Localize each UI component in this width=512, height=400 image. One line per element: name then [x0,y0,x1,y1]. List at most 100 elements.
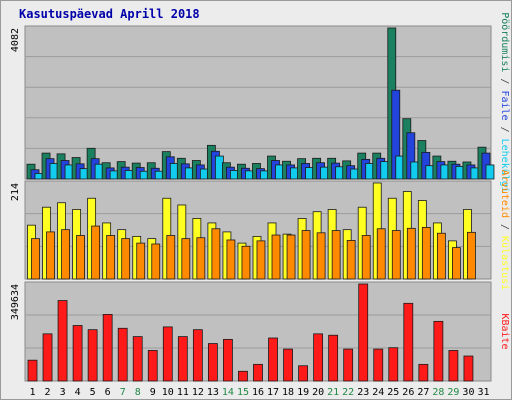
bar-sites [46,231,55,280]
bar-sites [452,247,461,280]
x-tick-label: 6 [105,387,111,398]
hits-axis-label: Pöördumisi / Faile / Lehekülgi [499,12,510,193]
bar-kbytes [448,350,459,382]
x-tick-label: 8 [135,387,141,398]
bar-sites [346,240,356,280]
x-tick-label: 10 [162,387,174,398]
x-tick-label: 4 [75,387,81,398]
bar-sites [76,235,85,280]
bar-kbytes [207,343,218,382]
bar-sites [181,238,191,280]
bar-kbytes [283,348,293,382]
x-tick-label: 17 [267,387,279,398]
x-tick-label: 25 [387,387,399,398]
bar-sites [91,225,101,280]
bar-kbytes [117,327,128,382]
x-tick-label: 16 [252,387,264,398]
bar-sites [166,235,176,280]
x-tick-label: 2 [45,387,51,398]
bar-kbytes [328,334,339,382]
x-tick-label: 19 [297,387,309,398]
bar-sites [241,245,251,280]
bar-sites [331,230,341,280]
x-tick-label: 22 [342,387,354,398]
bar-kbytes [403,302,414,382]
bar-kbytes [238,370,248,382]
visits-axis-label-part: / [499,218,510,236]
bar-kbytes [373,348,384,382]
bar-sites [391,230,401,280]
bar-sites [211,228,221,280]
bar-kbytes [223,338,233,382]
bar-sites [406,227,416,280]
bar-sites [106,235,116,280]
visits-axis-label-part: Arvuteid [499,170,510,218]
x-tick-label: 5 [90,387,96,398]
bar-sites [421,227,431,280]
bar-kbytes [102,314,113,382]
bar-kbytes [298,365,308,382]
x-tick-label: 24 [372,387,384,398]
x-tick-label: 26 [402,387,414,398]
x-tick-label: 13 [207,387,219,398]
bar-sites [467,231,476,280]
x-tick-label: 9 [150,387,156,398]
bar-sites [136,242,146,280]
hits-axis-label-part: Lehekülgi [499,139,510,193]
x-tick-label: 28 [432,387,444,398]
bar-kbytes [162,326,173,382]
bar-sites [316,232,326,280]
hits-axis-label-part: Faile [499,90,510,120]
x-tick-label: 3 [60,387,66,398]
visits-ymax-label: 214 [10,183,21,201]
bar-sites [436,232,446,280]
x-tick-label: 15 [237,387,249,398]
bar-kbytes [27,359,38,382]
bar-kbytes [87,329,98,382]
bar-sites [196,237,206,280]
x-tick-label: 23 [357,387,369,398]
bar-sites [61,229,70,280]
x-tick-label: 11 [177,387,189,398]
bar-sites [361,235,371,280]
bar-kbytes [57,300,68,382]
kbytes-ymax-label: 349634 [10,284,21,320]
visits-axis-label: Arvuteid / Külastusi [499,170,510,290]
bar-kbytes [343,348,354,382]
bar-files [485,164,495,180]
bar-kbytes [463,355,474,382]
bar-kbytes [177,336,188,382]
hits-axis-label-part: / [499,121,510,139]
bar-kbytes [192,329,203,382]
bar-sites [301,230,311,280]
x-tick-label: 30 [462,387,474,398]
bar-sites [376,228,386,280]
hits-axis-label-part: Pöördumisi [499,12,510,72]
x-tick-label: 18 [282,387,294,398]
bar-kbytes [42,333,53,382]
x-tick-label: 7 [120,387,126,398]
bar-sites [286,234,296,280]
bar-sites [121,238,131,280]
kbytes-axis-label-part: KBaite [499,313,510,349]
bar-sites [256,240,266,280]
bar-kbytes [268,337,278,382]
bar-sites [226,239,236,280]
bar-kbytes [358,283,369,382]
bar-sites [271,234,281,280]
x-tick-label: 21 [327,387,339,398]
bar-kbytes [147,350,158,382]
visits-axis-label-part: Külastusi [499,236,510,290]
bar-kbytes [418,363,429,382]
x-tick-label: 31 [477,387,489,398]
bar-sites [151,243,161,280]
x-tick-label: 12 [192,387,204,398]
hits-axis-label-part: / [499,72,510,90]
x-tick-label: 27 [417,387,429,398]
bar-kbytes [433,320,444,382]
bar-kbytes [388,347,399,382]
x-tick-label: 29 [447,387,459,398]
chart-title: Kasutuspäevad Aprill 2018 [19,7,200,21]
